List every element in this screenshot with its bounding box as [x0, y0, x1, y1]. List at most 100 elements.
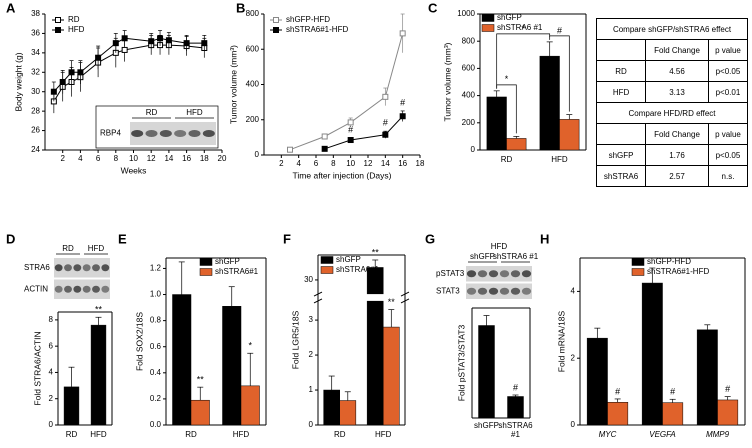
y-tick-label: 0: [49, 420, 54, 429]
table-row: HFD 3.13 p<0.01: [595, 81, 749, 103]
bar: [222, 306, 242, 426]
legend-swatch: [199, 268, 213, 276]
panel-letter: E: [118, 231, 127, 246]
blot-row-label: STAT3: [436, 286, 460, 295]
blot-band: [521, 287, 532, 295]
x-axis-label: Time after injection (Days): [293, 170, 392, 180]
y-tick-label: 2: [571, 353, 576, 362]
x-tick-label: 18: [200, 154, 209, 163]
blot-band: [101, 264, 110, 272]
y-tick-label: 2: [49, 394, 54, 403]
table-corner: [595, 123, 647, 145]
point: [399, 113, 406, 120]
point: [321, 145, 328, 152]
table-section-row: Compare shGFP/shSTRA6 effect: [596, 18, 748, 40]
table-header: p value: [707, 39, 749, 61]
legend-label: shGFP: [497, 13, 522, 22]
significance: #: [513, 382, 518, 392]
y-tick-label: 0: [309, 420, 314, 429]
x-tick-label: 14: [381, 159, 390, 168]
blot-band: [202, 130, 215, 137]
bar: [383, 326, 400, 426]
blot-group-label: RD: [62, 244, 74, 253]
blot-group-label: shGFP: [470, 252, 495, 261]
legend-label: shSTRA6#1: [215, 267, 259, 276]
point: [399, 30, 406, 37]
blot-strip: [54, 279, 110, 299]
legend-marker: [55, 27, 61, 33]
y-tick-label: 3: [309, 315, 314, 324]
y-tick-label: 0: [471, 145, 476, 154]
table-cell: p<0.01: [707, 81, 749, 103]
point: [165, 37, 172, 44]
blot-band: [54, 285, 63, 293]
significance: #: [615, 386, 620, 396]
significance: **: [197, 375, 205, 385]
blot-band: [82, 264, 91, 272]
table-cell: p<0.05: [707, 144, 749, 166]
x-tick-label: MYC: [599, 430, 617, 439]
blot-band: [466, 270, 477, 278]
blot-group-label: RD: [146, 108, 158, 117]
blot-band: [521, 270, 532, 278]
blot-band: [188, 130, 201, 137]
table-section-row: Compare HFD/RD effect: [596, 102, 748, 124]
y-tick-label: 8: [49, 315, 54, 324]
table-header-row: Fold Change p value: [595, 39, 749, 61]
series-line: [324, 115, 404, 150]
table-row: RD 4.56 p<0.05: [595, 60, 749, 82]
table-cell: 1.76: [645, 144, 709, 166]
legend-label: shSTRA6#1: [336, 265, 380, 274]
x-tick-label: RD: [334, 430, 346, 439]
blot-band: [82, 285, 91, 293]
significance: #: [557, 25, 562, 35]
legend-swatch: [199, 258, 213, 266]
legend-label: shSTRA6#1-HFD: [647, 267, 709, 276]
x-tick-label: 12: [147, 154, 156, 163]
bar: [63, 386, 80, 426]
bar: [172, 294, 192, 426]
legend-label: shSTRA6#1-HFD: [286, 25, 348, 34]
bar: [586, 337, 608, 426]
point: [121, 46, 128, 53]
point: [95, 54, 102, 61]
point: [183, 40, 190, 47]
x-tick-label: VEGFA: [649, 430, 676, 439]
x-tick-label: 16: [182, 154, 191, 163]
panel-letter: B: [236, 0, 245, 15]
legend-swatch: [481, 24, 495, 32]
legend-marker: [273, 27, 279, 33]
blot-band: [477, 287, 488, 295]
y-axis-label: Body weight (g): [13, 52, 23, 111]
y-tick-label: 0: [255, 150, 260, 159]
y-axis-label: Tumor volume (mm³): [228, 45, 238, 124]
x-tick-label: 4: [296, 159, 301, 168]
blot-band: [145, 130, 158, 137]
y-axis-label: Fold LGR5/18S: [290, 310, 300, 369]
table-header: Fold Change: [645, 123, 709, 145]
blot-band: [488, 270, 499, 278]
y-tick-label: 2: [309, 350, 314, 359]
y-axis-label: Fold SOX2/18S: [134, 312, 144, 371]
significance: **: [95, 305, 103, 315]
point: [157, 35, 164, 42]
blot-row-label: ACTIN: [24, 284, 48, 293]
bar: [607, 402, 629, 426]
x-tick-label: RD: [66, 430, 78, 439]
table-cell: p<0.05: [707, 60, 749, 82]
point: [59, 79, 66, 85]
y-tick-label: 400: [246, 80, 260, 89]
x-axis-label: Weeks: [121, 165, 147, 175]
legend-label: shGFP: [336, 255, 361, 264]
y-tick-label: 1.0: [150, 290, 162, 299]
x-tick-label: 14: [164, 154, 173, 163]
blot-band: [92, 264, 100, 272]
break-mark: [400, 291, 410, 297]
blot-band: [477, 270, 488, 278]
y-tick-label: 26: [31, 126, 40, 135]
y-tick-label: 200: [246, 115, 260, 124]
y-tick-label: 0.2: [150, 394, 162, 403]
point: [201, 40, 208, 47]
x-tick-label: RD: [185, 430, 197, 439]
table-cell: n.s.: [707, 165, 749, 187]
